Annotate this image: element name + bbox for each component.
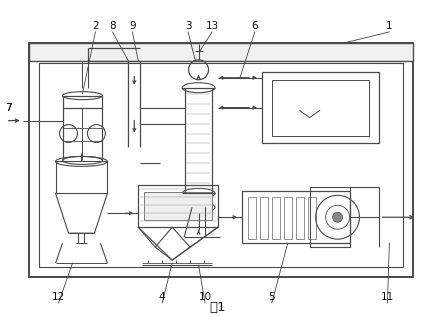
Text: 3: 3 [184,21,191,31]
Text: 1: 1 [385,21,392,31]
Text: 9: 9 [129,21,135,31]
Bar [259,197,267,239]
Text: 2: 2 [92,21,99,31]
Text: 6: 6 [251,21,258,31]
Bar [144,192,211,220]
Bar [138,185,217,227]
Bar [62,96,102,108]
Text: 7: 7 [5,103,12,112]
Circle shape [332,212,342,222]
Bar [241,191,349,243]
Bar [295,197,303,239]
Text: 8: 8 [109,21,115,31]
Bar [271,197,279,239]
Bar [56,161,107,193]
Bar [29,43,412,61]
Bar [29,43,412,277]
Text: 图1: 图1 [209,301,226,314]
Bar [247,197,255,239]
Text: 4: 4 [158,292,165,302]
Bar [271,80,368,136]
Bar [39,63,402,267]
Text: 13: 13 [205,21,218,31]
Text: 11: 11 [380,292,393,302]
Bar [283,197,291,239]
Text: 5: 5 [268,292,274,302]
Bar [307,197,315,239]
Text: 10: 10 [198,292,211,302]
Text: 12: 12 [52,292,65,302]
Text: 7: 7 [5,103,12,112]
Bar [261,72,378,143]
Bar [309,187,349,247]
